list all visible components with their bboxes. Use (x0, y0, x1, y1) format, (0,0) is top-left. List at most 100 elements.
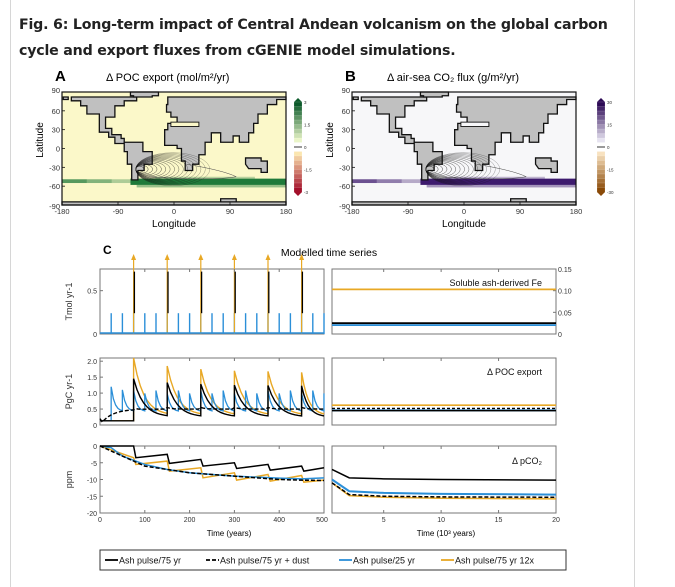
x-tick-label: 100 (139, 517, 151, 524)
x-tick-label: 0 (462, 207, 466, 216)
colorbar-swatch (596, 173, 606, 179)
x-tick-label: 180 (280, 207, 293, 216)
ash-contour (135, 154, 202, 185)
pco2-series-dust (99, 445, 325, 482)
anomaly-band (86, 179, 112, 184)
y-tick-label: -30 (49, 163, 60, 172)
anomaly-band (376, 179, 402, 184)
land-mass (129, 91, 160, 98)
colorbar-swatch (596, 146, 606, 152)
ash-contour (425, 155, 487, 184)
legend-label-1: Ash pulse/75 yr + dust (220, 556, 310, 566)
y-tick-label: 0 (346, 145, 350, 154)
y-tick-label: 0.5 (87, 407, 97, 414)
colorbar-swatch (293, 110, 303, 116)
pco2-right-series (331, 482, 557, 499)
land-mass (510, 198, 527, 203)
colorbar-swatch (293, 101, 303, 107)
y-tick-label: 0.05 (558, 310, 572, 317)
y-tick-label: 0.15 (558, 267, 572, 274)
colorbar-tick-label: -1.5 (304, 168, 312, 173)
anomaly-band (111, 179, 131, 184)
x-tick-label: 15 (495, 517, 503, 524)
ash-contour (425, 154, 492, 185)
fe-ylabel: Tmol yr-1 (64, 283, 74, 321)
colorbar-swatch (293, 133, 303, 139)
time-series-plots: 0 0.5 Tmol yr-1 0 0.05 0.10 0.15 Soluble ash-de… (64, 254, 572, 524)
y-tick-label: -30 (339, 163, 350, 172)
colorbar-swatch (596, 115, 606, 121)
colorbar-swatch (596, 119, 606, 125)
x-tick-label: 180 (570, 207, 583, 216)
pco2-ylabel: ppm (64, 471, 74, 489)
colorbar-tick-label: 1.5 (304, 123, 311, 128)
colorbar-swatch (293, 137, 303, 143)
panel-c-letter: C (103, 243, 112, 257)
anomaly-band (155, 176, 255, 179)
colorbar-swatch (293, 142, 303, 148)
y-tick-label: 0 (56, 145, 60, 154)
y-tick-label: 60 (52, 107, 60, 116)
colorbar-swatch (293, 178, 303, 184)
panel-b: B Δ air-sea CO₂ flux (g/m²/yr) Latitude … (325, 68, 614, 230)
pco2-right-series (331, 468, 557, 481)
fe-pulse-12x-arrow (265, 254, 271, 260)
colorbar-swatch (596, 187, 606, 193)
colorbar-swatch (293, 146, 303, 152)
colorbar-tick-label: -30 (607, 190, 614, 195)
anomaly-band (445, 176, 545, 179)
land-mass (360, 96, 428, 145)
land-mass (352, 96, 359, 101)
article-page-frame (10, 0, 635, 587)
colorbar-swatch (293, 187, 303, 193)
colorbar-swatch (293, 169, 303, 175)
colorbar-swatch (596, 128, 606, 134)
land-mass (123, 141, 153, 181)
y-tick-label: 0.10 (558, 289, 572, 296)
y-tick-label: 1.5 (87, 375, 97, 382)
colorbar-swatch (596, 182, 606, 188)
x-tick-label: 5 (382, 517, 386, 524)
x-tick-label: 20 (552, 517, 560, 524)
x-tick-label: -90 (113, 207, 124, 216)
colorbar-swatch (596, 164, 606, 170)
y-tick-label: 0 (93, 423, 97, 430)
panel-a: A Δ POC export (mol/m²/yr) Latitude Long… (35, 68, 312, 230)
y-tick-label: -60 (49, 182, 60, 191)
y-tick-label: -10 (87, 478, 97, 485)
x-tick-label: 500 (316, 517, 328, 524)
figure-title: Fig. 6: Long-term impact of Central Ande… (19, 17, 608, 59)
colorbar-swatch (596, 124, 606, 130)
panel-a-ylabel: Latitude (35, 122, 46, 158)
colorbar-swatch (293, 164, 303, 170)
y-tick-label: 0 (558, 332, 562, 339)
anomaly-band (130, 178, 286, 185)
colorbar-tick-label: -15 (607, 168, 614, 173)
legend-label-2: Ash pulse/25 yr (353, 556, 415, 566)
y-tick-label: -90 (339, 202, 350, 211)
left-xlabel: Time (years) (207, 529, 252, 538)
ash-contour (135, 156, 193, 183)
land-mass (419, 91, 450, 98)
y-tick-label: 30 (52, 126, 60, 135)
ash-contour (425, 153, 496, 186)
anomaly-band (352, 179, 377, 184)
y-tick-label: 90 (342, 86, 350, 95)
y-tick-label: -5 (91, 461, 97, 468)
anomaly-band (420, 178, 576, 185)
poc-ylabel: PgC yr-1 (64, 374, 74, 410)
anomaly-band (136, 184, 286, 188)
poc-left-frame (99, 357, 325, 426)
poc-title: Δ POC export (487, 367, 543, 377)
land-mass (244, 157, 268, 174)
panel-a-letter: A (55, 68, 66, 85)
colorbar-swatch (596, 155, 606, 161)
inland-sea (460, 121, 490, 127)
poc-series-75yr (100, 378, 325, 422)
x-tick-label: 400 (273, 517, 285, 524)
colorbar-bottom-arrow (294, 192, 302, 196)
colorbar-bottom-arrow (597, 192, 605, 196)
colorbar-swatch (596, 137, 606, 143)
colorbar-swatch (596, 160, 606, 166)
